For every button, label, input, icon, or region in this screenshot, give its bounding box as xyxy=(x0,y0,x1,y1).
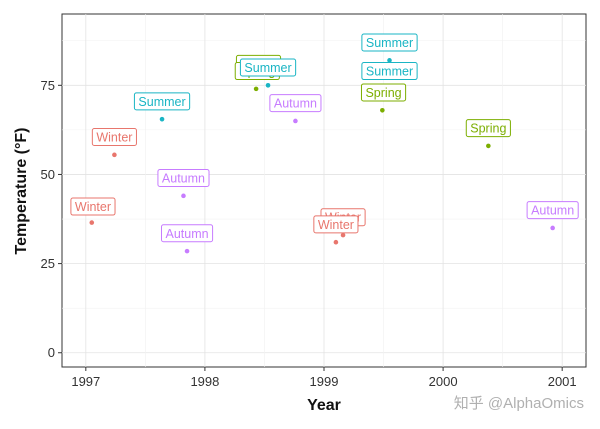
label-box xyxy=(239,58,297,77)
data-point-summer xyxy=(387,58,392,63)
label-text: Winter xyxy=(75,200,111,214)
point-label-autumn: Autumn xyxy=(160,224,214,243)
label-box xyxy=(360,83,407,102)
label-text: Summer xyxy=(244,61,291,75)
label-box xyxy=(70,197,116,216)
data-point-winter xyxy=(340,232,346,238)
label-box xyxy=(361,62,418,81)
data-point-autumn xyxy=(550,225,555,231)
point-label-summer: Summer xyxy=(361,62,418,81)
data-point-winter xyxy=(89,220,95,225)
x-axis-title: Year xyxy=(307,397,341,414)
label-text: Winter xyxy=(96,131,132,145)
label-text: Autumn xyxy=(165,227,208,241)
data-point-autumn xyxy=(293,118,298,124)
label-text: Spring xyxy=(470,122,506,136)
data-point-spring xyxy=(486,143,491,149)
point-label-winter: Winter xyxy=(70,197,116,216)
point-label-winter: Winter xyxy=(91,128,137,147)
label-text: Spring xyxy=(365,86,401,100)
label-text: Summer xyxy=(138,95,185,109)
data-point-summer xyxy=(265,83,271,88)
x-tick-label: 1998 xyxy=(190,374,219,389)
y-tick-label: 25 xyxy=(41,256,55,271)
point-label-autumn: Autumn xyxy=(526,201,579,220)
point-label-summer: Summer xyxy=(361,33,418,52)
point-label-autumn: Autumn xyxy=(269,94,322,113)
label-box xyxy=(91,128,137,147)
point-label-winter: Winter xyxy=(313,215,359,234)
data-point-autumn xyxy=(184,248,190,254)
point-label-spring: Spring xyxy=(465,119,511,138)
point-label-summer: Summer xyxy=(133,92,191,111)
x-tick-label: 2001 xyxy=(548,374,577,389)
label-text: Winter xyxy=(318,218,354,232)
point-label-summer: Summer xyxy=(239,58,297,77)
label-box xyxy=(465,119,511,138)
point-labels: Winter Winter Summer Autumn Autumn Spring Spri… xyxy=(70,33,579,243)
label-box xyxy=(160,224,214,243)
data-point-winter xyxy=(333,239,339,245)
axis-ticks: 0 25 50 75 1997 1998 1999 2000 2001 xyxy=(41,78,577,389)
label-text: Autumn xyxy=(531,204,574,218)
data-points xyxy=(89,58,555,254)
y-tick-label: 0 xyxy=(48,345,55,360)
label-box xyxy=(313,215,359,234)
label-box xyxy=(269,94,322,113)
y-axis-title: Temperature (°F) xyxy=(13,127,30,254)
y-tick-label: 75 xyxy=(41,78,55,93)
y-tick-label: 50 xyxy=(41,167,55,182)
label-box xyxy=(361,33,418,52)
label-text: Autumn xyxy=(162,172,205,186)
label-text: Summer xyxy=(366,36,413,50)
watermark-text: 知乎 @AlphaOmics xyxy=(454,395,584,412)
label-text: Summer xyxy=(366,65,413,79)
data-point-autumn xyxy=(181,193,186,199)
data-point-summer xyxy=(159,116,165,122)
data-point-spring xyxy=(253,86,259,92)
point-label-autumn: Autumn xyxy=(157,169,210,188)
label-box xyxy=(157,169,210,188)
label-text: Autumn xyxy=(274,97,317,111)
label-box xyxy=(133,92,191,111)
x-tick-label: 2000 xyxy=(429,374,458,389)
x-tick-label: 1997 xyxy=(71,374,100,389)
point-label-spring: Spring xyxy=(360,83,407,102)
data-point-winter xyxy=(112,152,117,158)
data-point-spring xyxy=(380,107,385,113)
label-box xyxy=(526,201,579,220)
x-tick-label: 1999 xyxy=(310,374,339,389)
